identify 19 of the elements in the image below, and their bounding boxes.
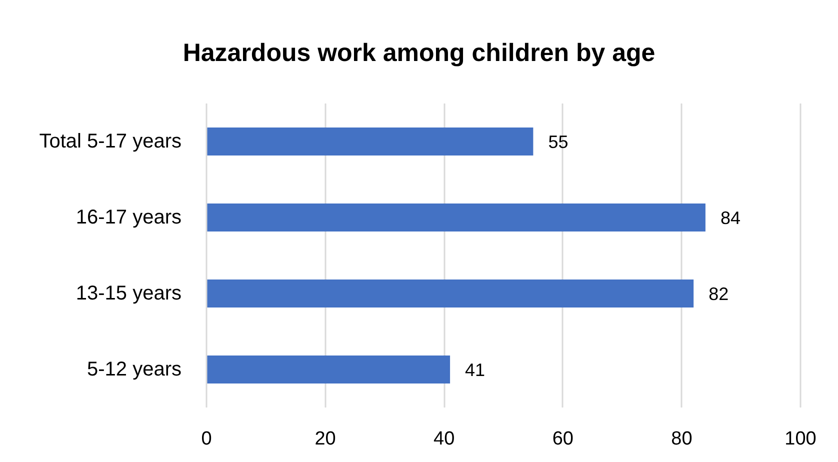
x-tick-label: 0	[201, 428, 212, 450]
data-label: 82	[708, 284, 729, 304]
x-tick-label: 60	[552, 428, 574, 450]
bar	[206, 127, 534, 156]
data-label: 84	[720, 208, 740, 228]
x-tick-label: 20	[314, 428, 336, 450]
bar	[206, 203, 706, 232]
y-tick-label: 5-12 years	[87, 358, 182, 380]
data-label: 55	[548, 132, 568, 152]
y-tick-label: Total 5-17 years	[39, 130, 182, 152]
chart-title: Hazardous work among children by age	[182, 38, 656, 68]
bar	[206, 279, 694, 308]
x-tick-label: 40	[434, 428, 455, 450]
x-tick-label: 100	[784, 428, 816, 450]
y-tick-label: 13-15 years	[76, 282, 182, 304]
y-tick-label: 16-17 years	[76, 206, 182, 228]
data-label: 41	[465, 360, 486, 380]
x-tick-label: 80	[671, 428, 692, 450]
bar	[206, 355, 450, 384]
